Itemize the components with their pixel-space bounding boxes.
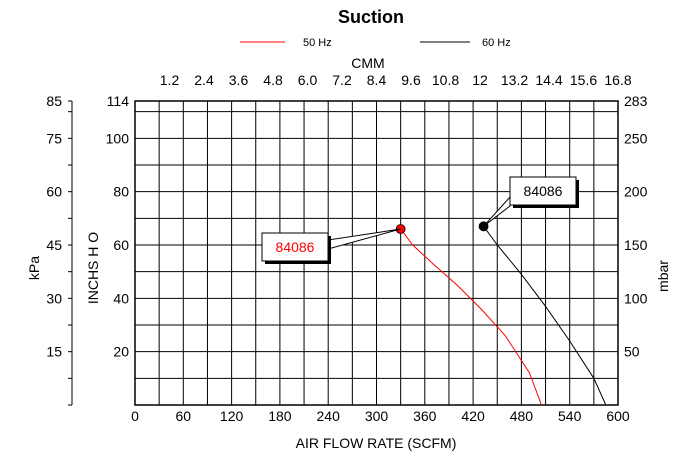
x2-tick-label: 14.4: [535, 72, 562, 88]
callout-label: 84086: [524, 183, 563, 199]
y-inner-tick-label: 60: [113, 237, 129, 253]
y-kpa-tick-label: 15: [46, 344, 62, 360]
x2-tick-label: 3.6: [229, 72, 249, 88]
x-tick-label: 360: [413, 408, 437, 424]
x2-tick-label: 13.2: [501, 72, 528, 88]
legend: 50 Hz 60 Hz: [240, 37, 511, 49]
y-inner-axis-label: INCHS H O: [85, 232, 101, 304]
x2-tick-label: 9.6: [401, 72, 421, 88]
x-tick-label: 0: [131, 408, 139, 424]
x2-tick-label: 16.8: [604, 72, 631, 88]
y-inner-tick-label: 80: [113, 184, 129, 200]
y-kpa-tick-label: 60: [46, 184, 62, 200]
y-mbar-axis-label: mbar: [655, 260, 671, 292]
y-inner-tick-label: 40: [113, 290, 129, 306]
x-tick-label: 540: [558, 408, 582, 424]
chart-title: Suction: [338, 7, 404, 27]
callout-pointer: [327, 228, 401, 250]
y-inner-tick-label: 114: [107, 93, 130, 109]
legend-entry: 50 Hz: [303, 37, 332, 49]
x-tick-label: 420: [461, 408, 485, 424]
x2-tick-label: 1.2: [160, 72, 180, 88]
y-kpa-axis-label: kPa: [26, 256, 42, 280]
plot-frame: [134, 100, 619, 406]
x-axis-label: AIR FLOW RATE (SCFM): [296, 435, 457, 451]
x-tick-label: 120: [220, 408, 244, 424]
y-inner-tick-label: 100: [106, 130, 130, 146]
x2-tick-label: 2.4: [194, 72, 214, 88]
x2-axis-label: CMM: [351, 55, 384, 71]
y-mbar-tick-label: 200: [624, 184, 648, 200]
y-kpa-tick-label: 45: [46, 237, 62, 253]
tick-labels: 0 60 120 180 240 300 360 420 480 540 600 1.2 2.4 3.6 4…: [46, 72, 647, 424]
x-tick-label: 180: [268, 408, 292, 424]
x2-tick-label: 6.0: [298, 72, 318, 88]
grid: [68, 100, 619, 406]
y-mbar-tick-label: 250: [624, 130, 648, 146]
x2-tick-label: 12: [472, 72, 488, 88]
y-mbar-tick-label: 283: [624, 93, 648, 109]
callout-label: 84086: [276, 239, 315, 255]
x-tick-label: 240: [317, 408, 341, 424]
callout-box: [261, 232, 329, 262]
x2-tick-label: 7.2: [332, 72, 352, 88]
x-tick-label: 60: [176, 408, 192, 424]
callout-box: [509, 176, 577, 206]
y-mbar-tick-label: 150: [624, 237, 648, 253]
y-mbar-tick-label: 100: [624, 290, 648, 306]
legend-entry: 60 Hz: [482, 37, 511, 49]
series-layer: [395, 221, 607, 406]
x-tick-label: 480: [510, 408, 534, 424]
y-kpa-tick-label: 85: [46, 93, 62, 109]
series-line: [400, 228, 542, 406]
x-tick-label: 600: [606, 408, 630, 424]
series-line: [483, 226, 607, 406]
callouts: 84086 84086: [261, 176, 579, 264]
x2-tick-label: 4.8: [263, 72, 283, 88]
y-kpa-tick-label: 75: [46, 130, 62, 146]
y-kpa-tick-label: 30: [46, 290, 62, 306]
y-inner-tick-label: 20: [113, 344, 129, 360]
x-tick-label: 300: [365, 408, 389, 424]
x2-tick-label: 8.4: [367, 72, 387, 88]
x2-tick-label: 10.8: [432, 72, 459, 88]
y-mbar-tick-label: 50: [624, 344, 640, 360]
x2-tick-label: 15.6: [570, 72, 597, 88]
